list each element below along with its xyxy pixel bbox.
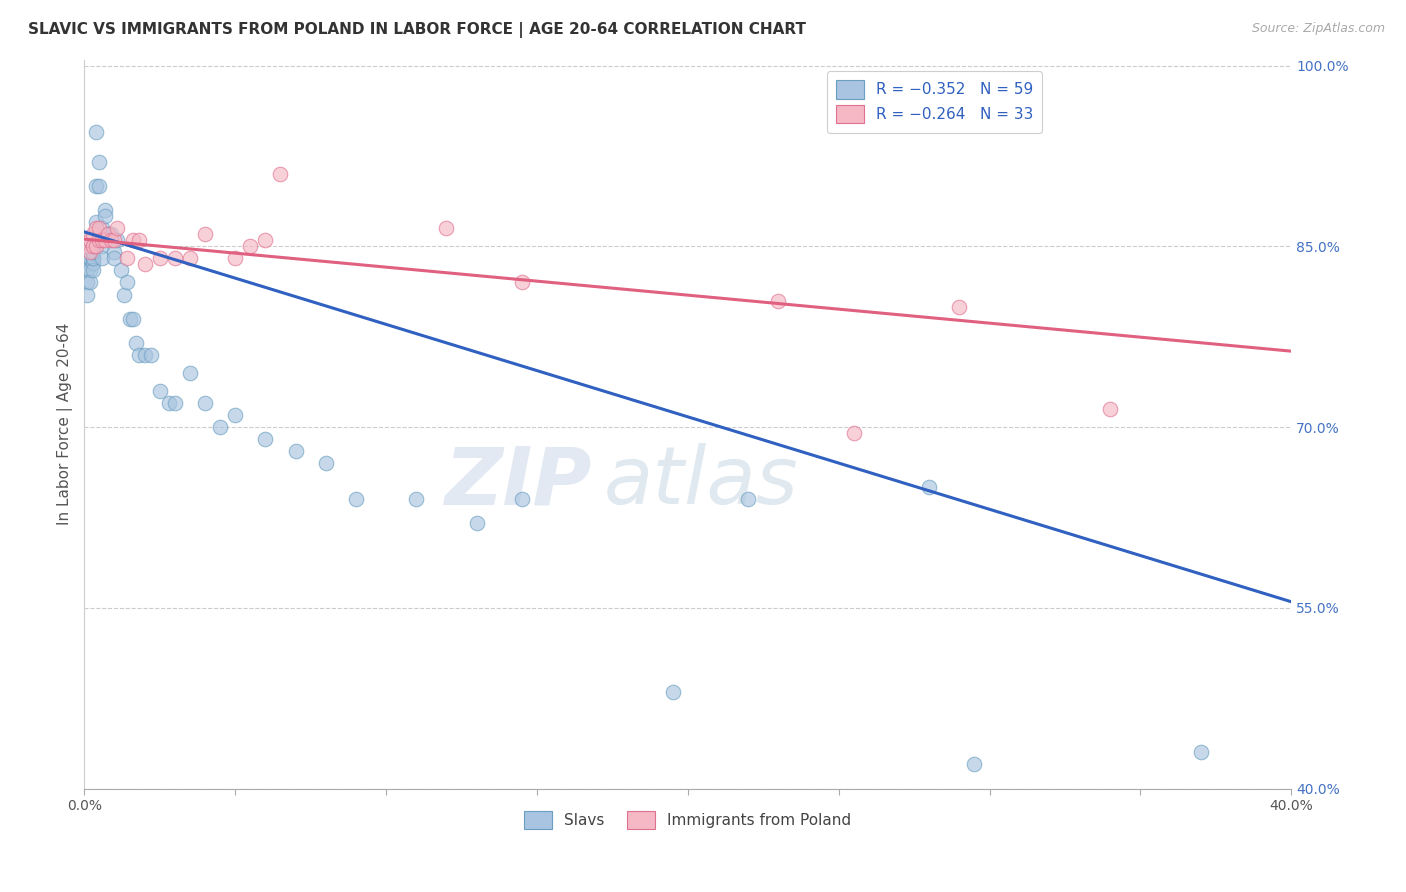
Point <box>79 252 101 266</box>
Point <box>100 227 122 242</box>
Point <box>134 257 156 271</box>
Point <box>465 516 488 531</box>
Point <box>91 239 114 253</box>
Point <box>254 233 277 247</box>
Point <box>94 209 117 223</box>
Legend: Slavs, Immigrants from Poland: Slavs, Immigrants from Poland <box>519 805 858 836</box>
Point <box>434 221 457 235</box>
Point <box>510 276 533 290</box>
Point <box>194 396 217 410</box>
Point <box>79 239 101 253</box>
Point <box>918 480 941 494</box>
Point <box>79 233 101 247</box>
Point <box>76 287 98 301</box>
Point <box>103 252 125 266</box>
Point <box>194 227 217 242</box>
Point <box>963 757 986 772</box>
Point <box>82 239 104 253</box>
Point <box>94 203 117 218</box>
Point <box>94 233 117 247</box>
Text: atlas: atlas <box>603 443 799 522</box>
Point <box>128 233 150 247</box>
Point <box>1099 402 1122 417</box>
Point <box>948 300 970 314</box>
Point <box>768 293 790 308</box>
Point <box>86 125 108 139</box>
Point <box>115 276 138 290</box>
Point <box>91 233 114 247</box>
Point <box>79 245 101 260</box>
Point <box>224 252 246 266</box>
Point <box>239 239 262 253</box>
Point <box>139 348 162 362</box>
Point <box>76 263 98 277</box>
Point <box>315 456 337 470</box>
Point <box>97 227 120 242</box>
Point <box>89 179 111 194</box>
Point <box>86 179 108 194</box>
Point <box>103 245 125 260</box>
Point <box>86 221 108 235</box>
Point <box>82 239 104 253</box>
Point <box>89 221 111 235</box>
Point <box>97 227 120 242</box>
Point <box>107 221 129 235</box>
Point <box>179 252 201 266</box>
Point <box>124 335 146 350</box>
Point <box>79 263 101 277</box>
Point <box>1189 745 1212 759</box>
Point <box>128 348 150 362</box>
Point <box>89 155 111 169</box>
Point <box>107 233 129 247</box>
Point <box>103 233 125 247</box>
Text: Source: ZipAtlas.com: Source: ZipAtlas.com <box>1251 22 1385 36</box>
Point <box>224 408 246 422</box>
Point <box>284 444 307 458</box>
Point <box>118 311 141 326</box>
Point <box>86 239 108 253</box>
Y-axis label: In Labor Force | Age 20-64: In Labor Force | Age 20-64 <box>58 323 73 525</box>
Point <box>79 276 101 290</box>
Text: SLAVIC VS IMMIGRANTS FROM POLAND IN LABOR FORCE | AGE 20-64 CORRELATION CHART: SLAVIC VS IMMIGRANTS FROM POLAND IN LABO… <box>28 22 806 38</box>
Point <box>344 492 367 507</box>
Point <box>179 366 201 380</box>
Point <box>89 227 111 242</box>
Point <box>737 492 759 507</box>
Point <box>134 348 156 362</box>
Point <box>82 256 104 270</box>
Point <box>163 252 186 266</box>
Point <box>82 263 104 277</box>
Point <box>86 215 108 229</box>
Point <box>110 263 132 277</box>
Point <box>163 396 186 410</box>
Point <box>91 221 114 235</box>
Text: ZIP: ZIP <box>444 443 592 522</box>
Point <box>82 227 104 242</box>
Point <box>79 252 101 266</box>
Point <box>76 276 98 290</box>
Point <box>157 396 180 410</box>
Point <box>254 432 277 446</box>
Point <box>112 287 135 301</box>
Point <box>121 233 143 247</box>
Point <box>115 252 138 266</box>
Point <box>510 492 533 507</box>
Point <box>76 252 98 266</box>
Point <box>82 252 104 266</box>
Point <box>149 384 172 398</box>
Point <box>661 685 683 699</box>
Point <box>209 420 232 434</box>
Point <box>149 252 172 266</box>
Point <box>89 233 111 247</box>
Point <box>121 311 143 326</box>
Point <box>405 492 427 507</box>
Point <box>842 426 865 441</box>
Point <box>100 233 122 247</box>
Point <box>82 245 104 260</box>
Point <box>76 239 98 253</box>
Point <box>91 252 114 266</box>
Point <box>269 167 291 181</box>
Point <box>82 252 104 266</box>
